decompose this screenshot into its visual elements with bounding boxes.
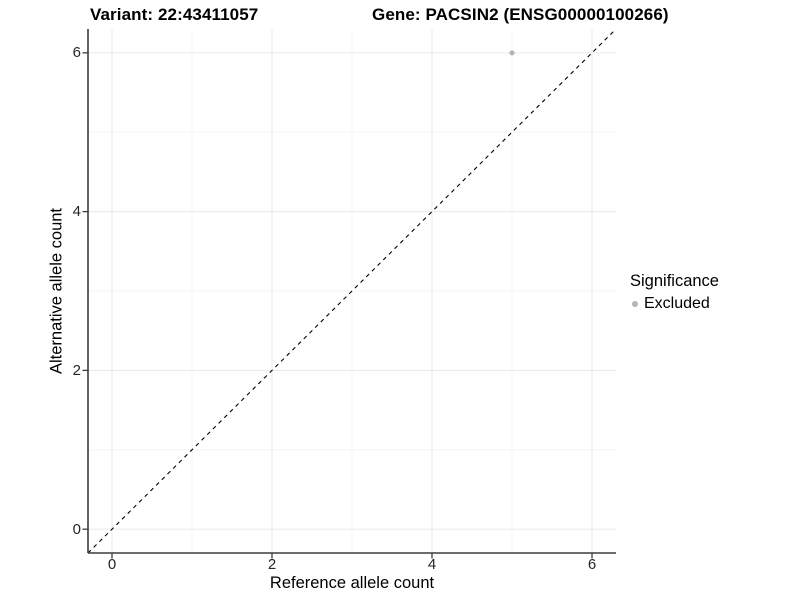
y-tick-label: 2	[72, 361, 81, 379]
x-tick-label: 6	[587, 556, 597, 573]
y-tick-label: 4	[72, 203, 81, 221]
data-point	[509, 50, 515, 56]
y-tick-label: 6	[72, 44, 81, 62]
legend: Significance Excluded	[630, 272, 719, 313]
x-tick-label: 2	[267, 556, 277, 573]
x-axis-title: Reference allele count	[269, 574, 435, 592]
identity-line	[87, 28, 617, 554]
legend-item-label: Excluded	[644, 295, 710, 312]
plot-title-variant: Variant: 22:43411057	[90, 5, 259, 24]
y-axis-title: Alternative allele count	[47, 207, 66, 375]
plot-title-gene: Gene: PACSIN2 (ENSG00000100266)	[372, 5, 669, 24]
plot-panel	[82, 28, 617, 559]
legend-title: Significance	[630, 272, 719, 290]
legend-point-icon	[632, 301, 638, 307]
plot-canvas	[82, 28, 617, 559]
x-tick-label: 0	[107, 556, 117, 573]
x-tick-label: 4	[427, 556, 437, 573]
y-tick-label: 0	[72, 520, 81, 538]
legend-item-excluded: Excluded	[630, 295, 719, 313]
